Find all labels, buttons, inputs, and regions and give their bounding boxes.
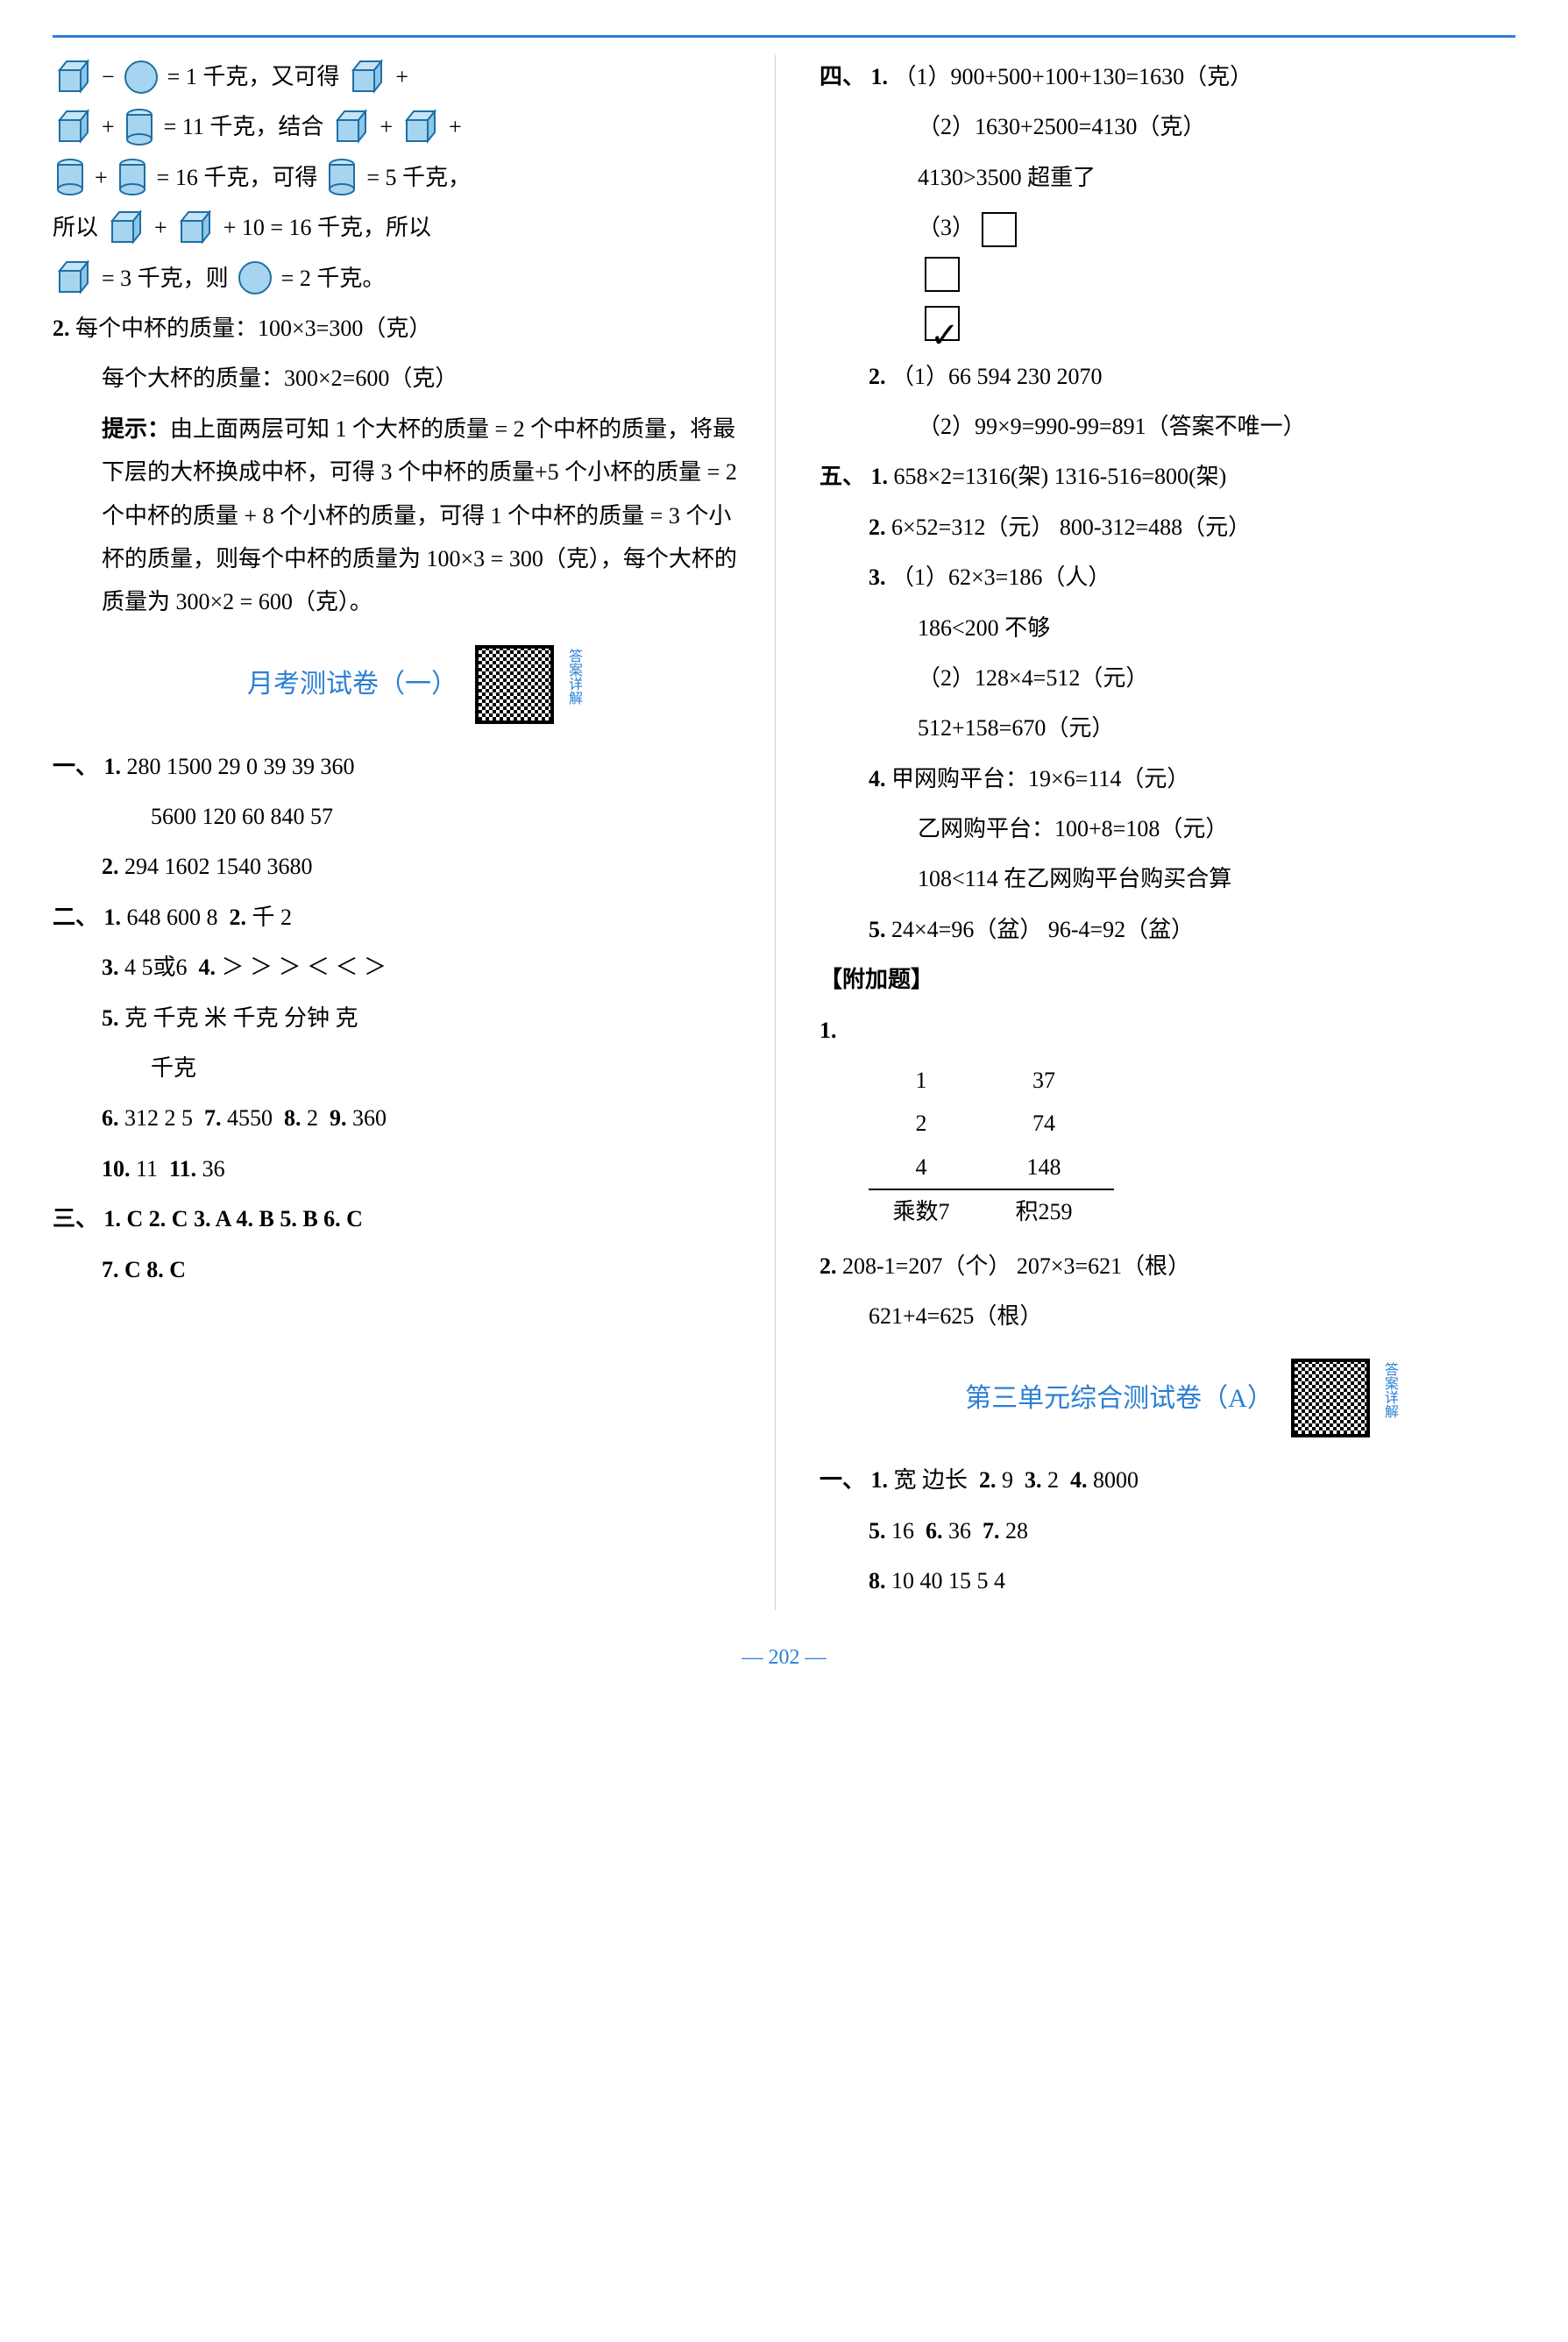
shape-eq-4: 所以 + + 10 = 16 千克，所以 xyxy=(53,206,749,249)
eq2-text: = 11 千克，结合 xyxy=(164,105,324,148)
cylinder-icon xyxy=(53,156,88,198)
sec1: 一、 1. 280 1500 29 0 39 39 360 xyxy=(53,745,749,788)
sec1-i1b: 5600 120 60 840 57 xyxy=(53,795,749,838)
table-row: 4148 xyxy=(869,1146,1515,1189)
sphere-icon xyxy=(122,58,160,96)
qr-label: 答案详解 xyxy=(1381,1362,1398,1418)
appendix-label: 【附加题】 xyxy=(819,958,1515,1001)
sec1-i2: 2. 294 1602 1540 3680 xyxy=(53,845,749,888)
cube-icon xyxy=(53,56,95,98)
sec1-num: 一、 xyxy=(53,754,98,779)
item2-b: 每个大杯的质量：300×2=600（克） xyxy=(53,357,749,400)
sec5-num: 五、 xyxy=(819,464,865,489)
eq3-text: = 16 千克，可得 xyxy=(157,156,318,199)
page-number: — 202 — xyxy=(53,1638,1515,1678)
right-column: 四、 1. （1）900+500+100+130=1630（克） （2）1630… xyxy=(811,55,1515,1610)
cube-icon xyxy=(105,207,147,249)
top-rule xyxy=(53,35,1515,38)
item2-hint: 提示：由上面两层可知 1 个大杯的质量 = 2 个中杯的质量，将最下层的大杯换成… xyxy=(53,408,749,624)
left-column: − = 1 千克，又可得 + + = 11 千克，结合 + + + = 16 千… xyxy=(53,55,776,1610)
eq1-text: = 1 千克，又可得 xyxy=(167,55,340,98)
qr-code-icon: 答案详解 xyxy=(475,645,554,724)
eq3b-text: = 5 千克， xyxy=(366,156,471,199)
test2-title-row: 第三单元综合测试卷（A） 答案详解 xyxy=(819,1359,1515,1437)
eq5b-text: = 2 千克。 xyxy=(281,257,386,300)
test1-title: 月考测试卷（一） xyxy=(247,659,458,709)
appendix-table: 137 274 4148 xyxy=(869,1059,1515,1189)
sec2: 二、 1. 648 600 8 2. 千 2 xyxy=(53,896,749,939)
shape-eq-1: − = 1 千克，又可得 + xyxy=(53,55,749,98)
test1-title-row: 月考测试卷（一） 答案详解 xyxy=(53,645,749,724)
sec5: 五、 1. 658×2=1316(架) 1316-516=800(架) xyxy=(819,455,1515,498)
hint-text: 由上面两层可知 1 个大杯的质量 = 2 个中杯的质量，将最下层的大杯换成中杯，… xyxy=(102,416,737,615)
cylinder-icon xyxy=(115,156,150,198)
shape-eq-3: + = 16 千克，可得 = 5 千克， xyxy=(53,156,749,199)
sec1-i1a: 280 1500 29 0 39 39 360 xyxy=(127,754,355,779)
cylinder-icon xyxy=(122,106,157,148)
eq5a-text: = 3 千克，则 xyxy=(102,257,229,300)
cube-icon xyxy=(400,106,442,148)
qr-label: 答案详解 xyxy=(565,649,582,705)
qr-code-icon: 答案详解 xyxy=(1291,1359,1370,1437)
unitA-sec1: 一、 1. 宽 边长 2. 9 3. 2 4. 8000 xyxy=(819,1458,1515,1501)
checkbox-empty xyxy=(925,257,960,292)
sphere-icon xyxy=(236,259,274,297)
table-row: 274 xyxy=(869,1102,1515,1145)
table-row: 乘数7积259 xyxy=(869,1190,1515,1233)
sec4-num: 四、 xyxy=(819,64,865,89)
item2-a: 每个中杯的质量：100×3=300（克） xyxy=(75,316,431,341)
eq4a-text: 所以 xyxy=(53,206,98,249)
checkbox-checked xyxy=(925,306,960,341)
page-columns: − = 1 千克，又可得 + + = 11 千克，结合 + + + = 16 千… xyxy=(53,55,1515,1610)
shape-eq-5: = 3 千克，则 = 2 千克。 xyxy=(53,257,749,300)
eq4b-text: + 10 = 16 千克，所以 xyxy=(223,206,431,249)
cube-icon xyxy=(330,106,372,148)
checkbox-empty xyxy=(982,212,1017,247)
cube-icon xyxy=(53,257,95,299)
hint-label: 提示： xyxy=(102,416,170,442)
cylinder-icon xyxy=(324,156,359,198)
shape-eq-2: + = 11 千克，结合 + + xyxy=(53,105,749,148)
table-row: 137 xyxy=(869,1059,1515,1102)
test2-title: 第三单元综合测试卷（A） xyxy=(965,1373,1274,1423)
sec3: 三、 1. C 2. C 3. A 4. B 5. B 6. C xyxy=(53,1197,749,1240)
item-2: 2. 每个中杯的质量：100×3=300（克） xyxy=(53,307,749,350)
sec4: 四、 1. （1）900+500+100+130=1630（克） xyxy=(819,55,1515,98)
sec2-num: 二、 xyxy=(53,905,98,930)
cube-icon xyxy=(346,56,388,98)
cube-icon xyxy=(174,207,216,249)
cube-icon xyxy=(53,106,95,148)
sec3-num: 三、 xyxy=(53,1206,98,1231)
